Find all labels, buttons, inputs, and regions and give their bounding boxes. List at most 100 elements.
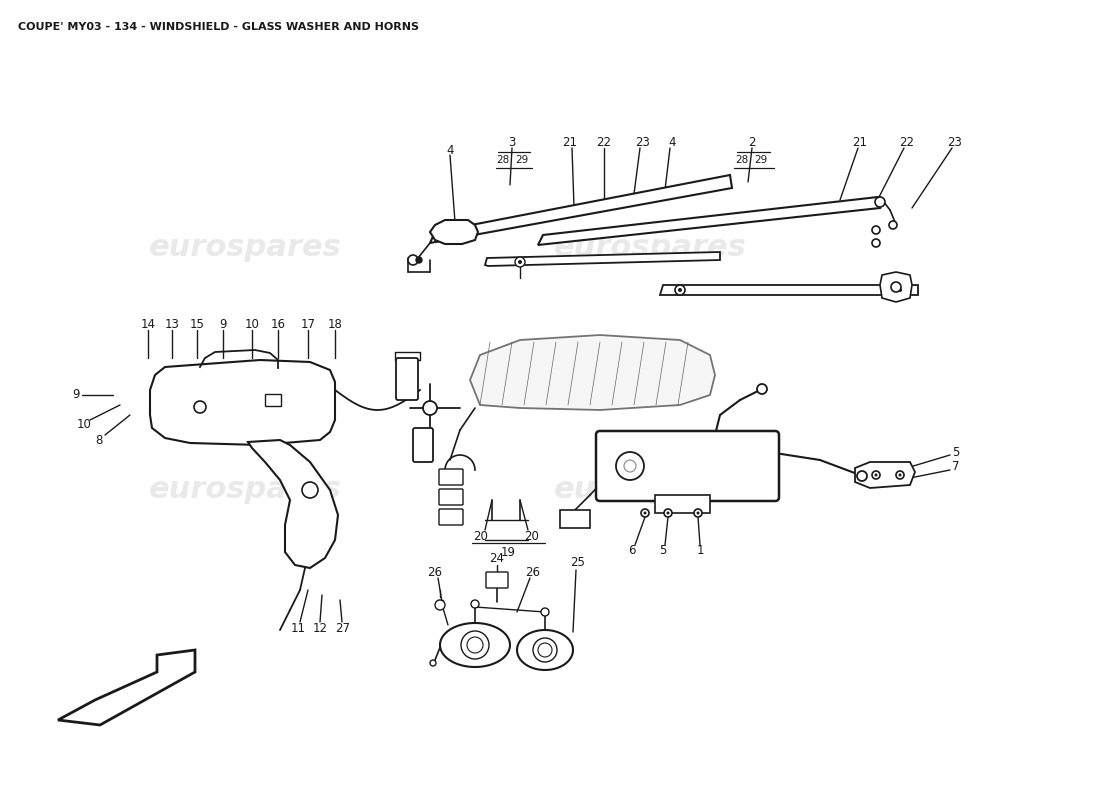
Text: 29: 29 xyxy=(516,155,529,165)
Text: 15: 15 xyxy=(189,318,205,330)
Circle shape xyxy=(895,285,905,295)
Text: 28: 28 xyxy=(496,155,509,165)
Circle shape xyxy=(889,221,896,229)
Text: 26: 26 xyxy=(428,566,442,578)
FancyBboxPatch shape xyxy=(560,510,590,528)
Circle shape xyxy=(424,401,437,415)
Text: 23: 23 xyxy=(947,135,962,149)
Circle shape xyxy=(641,509,649,517)
Circle shape xyxy=(644,511,647,514)
Circle shape xyxy=(302,482,318,498)
Polygon shape xyxy=(430,175,732,243)
Polygon shape xyxy=(430,220,478,244)
Text: 6: 6 xyxy=(628,545,636,558)
Text: 7: 7 xyxy=(953,461,959,474)
Text: 10: 10 xyxy=(77,418,91,431)
Text: 10: 10 xyxy=(244,318,260,330)
Text: 20: 20 xyxy=(474,530,488,542)
Text: eurospares: eurospares xyxy=(553,234,747,262)
Polygon shape xyxy=(855,462,915,488)
Circle shape xyxy=(891,282,901,292)
Circle shape xyxy=(872,471,880,479)
Text: eurospares: eurospares xyxy=(148,475,341,505)
Text: 22: 22 xyxy=(596,135,612,149)
Circle shape xyxy=(624,460,636,472)
Text: 27: 27 xyxy=(336,622,351,634)
FancyBboxPatch shape xyxy=(439,489,463,505)
Text: 25: 25 xyxy=(571,557,585,570)
Circle shape xyxy=(757,384,767,394)
Text: 14: 14 xyxy=(141,318,155,330)
Text: 22: 22 xyxy=(900,135,914,149)
Text: 29: 29 xyxy=(755,155,768,165)
Circle shape xyxy=(461,631,490,659)
Text: 26: 26 xyxy=(526,566,540,578)
Circle shape xyxy=(694,509,702,517)
Text: eurospares: eurospares xyxy=(553,475,747,505)
Circle shape xyxy=(541,608,549,616)
Polygon shape xyxy=(248,440,338,568)
Circle shape xyxy=(678,288,682,292)
Circle shape xyxy=(538,643,552,657)
Circle shape xyxy=(696,511,700,514)
Text: 12: 12 xyxy=(312,622,328,634)
FancyBboxPatch shape xyxy=(412,428,433,462)
Text: 4: 4 xyxy=(669,135,675,149)
Circle shape xyxy=(667,511,670,514)
Circle shape xyxy=(616,452,644,480)
Text: eurospares: eurospares xyxy=(148,234,341,262)
FancyBboxPatch shape xyxy=(439,509,463,525)
Circle shape xyxy=(534,638,557,662)
Circle shape xyxy=(434,600,446,610)
FancyBboxPatch shape xyxy=(654,495,710,513)
FancyBboxPatch shape xyxy=(486,572,508,588)
Text: 23: 23 xyxy=(636,135,650,149)
Text: 28: 28 xyxy=(736,155,749,165)
Circle shape xyxy=(675,285,685,295)
Text: 16: 16 xyxy=(271,318,286,330)
Circle shape xyxy=(430,660,436,666)
Text: 24: 24 xyxy=(490,551,505,565)
Text: 11: 11 xyxy=(290,622,306,634)
Circle shape xyxy=(857,471,867,481)
Circle shape xyxy=(872,239,880,247)
Circle shape xyxy=(468,637,483,653)
Circle shape xyxy=(408,255,418,265)
Polygon shape xyxy=(538,197,880,245)
Circle shape xyxy=(194,401,206,413)
Text: 5: 5 xyxy=(953,446,959,458)
Circle shape xyxy=(664,509,672,517)
Text: 20: 20 xyxy=(525,530,539,542)
Text: COUPE' MY03 - 134 - WINDSHIELD - GLASS WASHER AND HORNS: COUPE' MY03 - 134 - WINDSHIELD - GLASS W… xyxy=(18,22,419,32)
Circle shape xyxy=(872,226,880,234)
Polygon shape xyxy=(470,335,715,410)
Circle shape xyxy=(896,471,904,479)
Text: 18: 18 xyxy=(328,318,342,330)
Circle shape xyxy=(874,474,878,477)
Text: 1: 1 xyxy=(696,545,704,558)
Text: 5: 5 xyxy=(659,545,667,558)
Text: 21: 21 xyxy=(562,135,578,149)
FancyBboxPatch shape xyxy=(396,358,418,400)
Polygon shape xyxy=(150,360,336,445)
Polygon shape xyxy=(58,650,195,725)
Text: 9: 9 xyxy=(219,318,227,330)
Circle shape xyxy=(471,600,478,608)
FancyBboxPatch shape xyxy=(439,469,463,485)
Circle shape xyxy=(874,197,886,207)
FancyBboxPatch shape xyxy=(596,431,779,501)
Text: 4: 4 xyxy=(447,143,453,157)
Polygon shape xyxy=(485,252,720,266)
Text: 21: 21 xyxy=(852,135,868,149)
Circle shape xyxy=(515,257,525,267)
Polygon shape xyxy=(880,272,912,302)
Text: 17: 17 xyxy=(300,318,316,330)
Polygon shape xyxy=(440,623,510,667)
Polygon shape xyxy=(517,630,573,670)
Polygon shape xyxy=(660,285,918,295)
Circle shape xyxy=(416,257,422,263)
Circle shape xyxy=(518,260,522,264)
FancyBboxPatch shape xyxy=(265,394,280,406)
Circle shape xyxy=(899,474,902,477)
Text: 13: 13 xyxy=(165,318,179,330)
